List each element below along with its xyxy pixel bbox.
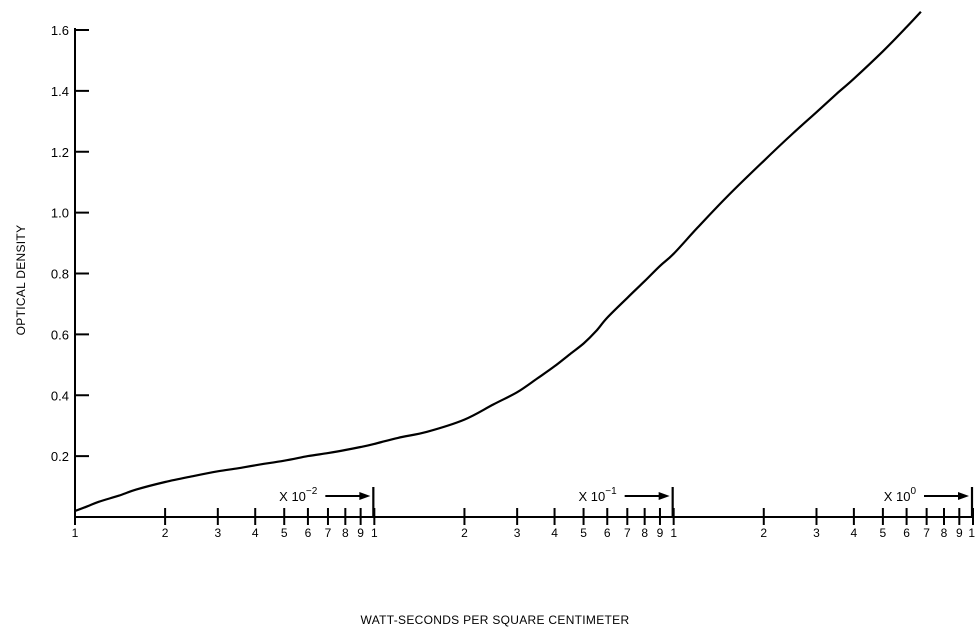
x-tick-label: 6 — [305, 526, 312, 540]
x-tick-label: 2 — [461, 526, 468, 540]
x-tick-label: 9 — [357, 526, 364, 540]
decade-multiplier-label: X 10−1 — [579, 486, 618, 504]
x-tick-label: 5 — [281, 526, 288, 540]
decade-multiplier-base: X 10 — [579, 489, 606, 504]
data-series — [74, 10, 922, 512]
y-axis-ticks: 0.2 0.4 0.6 0.8 1.0 1.2 1.4 1.6 — [51, 23, 89, 464]
series-line — [74, 10, 922, 512]
x-tick-label: 1 — [371, 526, 378, 540]
x-tick-label: 2 — [162, 526, 169, 540]
x-tick-label: 5 — [580, 526, 587, 540]
x-tick-label: 7 — [923, 526, 930, 540]
y-tick-label: 0.6 — [51, 327, 69, 342]
x-tick-label: 1 — [670, 526, 677, 540]
decade-multiplier-label: X 10−2 — [279, 486, 318, 504]
x-tick-label: 7 — [624, 526, 631, 540]
x-tick-label: 8 — [342, 526, 349, 540]
x-tick-label: 1 — [72, 526, 79, 540]
x-tick-label: 8 — [941, 526, 948, 540]
x-tick-label: 3 — [214, 526, 221, 540]
x-axis-label: WATT-SECONDS PER SQUARE CENTIMETER — [361, 613, 630, 627]
x-tick-label: 4 — [252, 526, 259, 540]
decade-multiplier-label: X 100 — [884, 486, 917, 504]
x-tick-label: 8 — [641, 526, 648, 540]
y-tick-label: 0.8 — [51, 267, 69, 282]
y-tick-label: 1.6 — [51, 23, 69, 38]
y-tick-label: 1.0 — [51, 206, 69, 221]
decade-markers: X 10−2 X 10−1 X 100 — [279, 486, 974, 517]
y-tick-label: 1.4 — [51, 84, 69, 99]
decade-arrow-head — [359, 492, 371, 500]
x-tick-label: 1 — [968, 526, 975, 540]
x-tick-label: 9 — [956, 526, 963, 540]
x-tick-label: 4 — [551, 526, 558, 540]
decade-multiplier-exponent: −2 — [306, 486, 318, 497]
x-tick-label: 6 — [903, 526, 910, 540]
decade-arrow-head — [658, 492, 670, 500]
x-tick-label: 9 — [657, 526, 664, 540]
decade-multiplier-base: X 10 — [279, 489, 306, 504]
y-tick-label: 0.4 — [51, 388, 69, 403]
decade-multiplier-exponent: −1 — [605, 486, 617, 497]
decade-multiplier-exponent: 0 — [910, 486, 916, 497]
x-tick-label: 5 — [880, 526, 887, 540]
x-tick-label: 7 — [325, 526, 332, 540]
y-axis-label: OPTICAL DENSITY — [14, 225, 28, 336]
decade-arrow-head — [958, 492, 969, 500]
x-tick-label: 3 — [514, 526, 521, 540]
x-tick-label: 2 — [760, 526, 767, 540]
x-tick-label: 3 — [813, 526, 820, 540]
y-tick-label: 0.2 — [51, 449, 69, 464]
decade-multiplier-base: X 10 — [884, 489, 911, 504]
x-tick-label: 4 — [851, 526, 858, 540]
y-tick-label: 1.2 — [51, 145, 69, 160]
axes — [74, 28, 973, 518]
x-tick-label: 6 — [604, 526, 611, 540]
